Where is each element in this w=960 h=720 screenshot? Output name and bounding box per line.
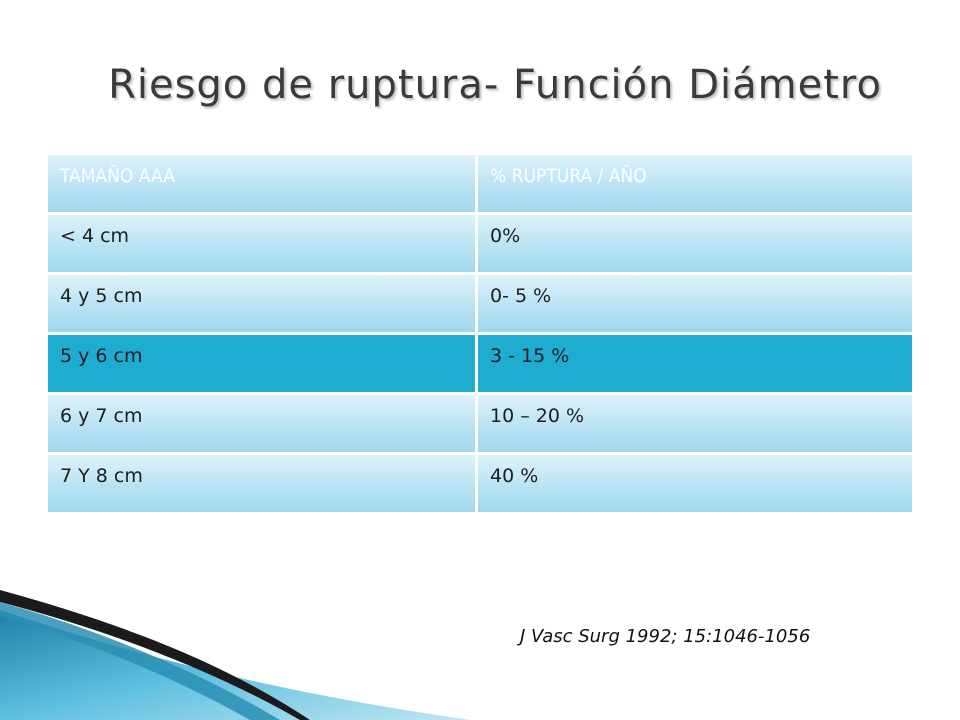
table-row: 6 y 7 cm 10 – 20 %: [48, 395, 912, 455]
decorative-swoosh: [0, 590, 470, 720]
table-row: 7 Y 8 cm 40 %: [48, 455, 912, 515]
cell-size: 4 y 5 cm: [48, 275, 478, 335]
table-row-highlighted: 5 y 6 cm 3 - 15 %: [48, 335, 912, 395]
table-row: < 4 cm 0%: [48, 215, 912, 275]
slide-title: Riesgo de ruptura- Función Diámetro: [108, 62, 882, 108]
cell-rupture: 10 – 20 %: [478, 395, 912, 455]
cell-rupture: 0- 5 %: [478, 275, 912, 335]
cell-size: 6 y 7 cm: [48, 395, 478, 455]
header-rupture: % RUPTURA / AÑO: [478, 155, 912, 215]
cell-rupture: 3 - 15 %: [478, 335, 912, 395]
table-row: 4 y 5 cm 0- 5 %: [48, 275, 912, 335]
cell-rupture: 0%: [478, 215, 912, 275]
header-size: TAMAÑO AAA: [48, 155, 478, 215]
blue-swoosh-shape: [0, 610, 470, 720]
cell-size: 5 y 6 cm: [48, 335, 478, 395]
dark-swoosh-shape: [0, 590, 310, 720]
rupture-risk-table: TAMAÑO AAA % RUPTURA / AÑO < 4 cm 0% 4 y…: [48, 155, 912, 515]
mid-swoosh-shape: [0, 602, 280, 720]
cell-size: 7 Y 8 cm: [48, 455, 478, 515]
cell-size: < 4 cm: [48, 215, 478, 275]
table-header-row: TAMAÑO AAA % RUPTURA / AÑO: [48, 155, 912, 215]
citation: J Vasc Surg 1992; 15:1046-1056: [520, 626, 811, 647]
cell-rupture: 40 %: [478, 455, 912, 515]
